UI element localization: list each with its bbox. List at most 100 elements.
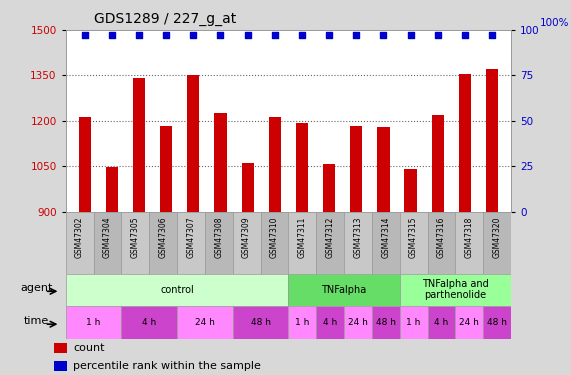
Bar — [288, 306, 316, 339]
Point — [243, 32, 252, 38]
Text: GSM47310: GSM47310 — [270, 217, 279, 258]
FancyBboxPatch shape — [122, 212, 149, 274]
Text: GSM47309: GSM47309 — [242, 217, 251, 258]
Text: 1 h: 1 h — [407, 318, 421, 327]
FancyBboxPatch shape — [66, 212, 94, 274]
Point — [379, 32, 388, 38]
FancyBboxPatch shape — [288, 212, 316, 274]
FancyBboxPatch shape — [428, 212, 456, 274]
FancyBboxPatch shape — [483, 212, 511, 274]
Bar — [372, 306, 400, 339]
Point — [324, 32, 333, 38]
Bar — [233, 306, 288, 339]
Bar — [344, 306, 372, 339]
Text: GSM47316: GSM47316 — [437, 217, 446, 258]
Bar — [323, 164, 335, 212]
FancyBboxPatch shape — [233, 212, 260, 274]
Text: GSM47315: GSM47315 — [409, 217, 418, 258]
Text: GSM47308: GSM47308 — [214, 217, 223, 258]
Bar — [79, 117, 91, 212]
Text: 24 h: 24 h — [348, 318, 368, 327]
Bar — [377, 127, 389, 212]
Text: percentile rank within the sample: percentile rank within the sample — [74, 361, 262, 371]
Text: GSM47314: GSM47314 — [381, 217, 391, 258]
Bar — [428, 306, 456, 339]
Point — [297, 32, 307, 38]
Point — [134, 32, 143, 38]
Bar — [432, 115, 444, 212]
Bar — [54, 343, 67, 353]
Bar — [133, 78, 145, 212]
Bar — [54, 361, 67, 371]
FancyBboxPatch shape — [149, 212, 177, 274]
Text: 48 h: 48 h — [487, 318, 507, 327]
Text: 24 h: 24 h — [459, 318, 479, 327]
Point — [406, 32, 415, 38]
Text: GDS1289 / 227_g_at: GDS1289 / 227_g_at — [94, 12, 236, 26]
Text: GSM47306: GSM47306 — [159, 217, 168, 258]
Text: TNFalpha and
parthenolide: TNFalpha and parthenolide — [422, 279, 489, 300]
Bar — [296, 123, 308, 212]
Text: 1 h: 1 h — [295, 318, 309, 327]
Text: control: control — [160, 285, 194, 295]
Point — [189, 32, 198, 38]
Text: time: time — [23, 316, 49, 326]
FancyBboxPatch shape — [316, 212, 344, 274]
Bar — [404, 168, 417, 212]
Bar — [106, 167, 118, 212]
Point — [488, 32, 497, 38]
Text: 4 h: 4 h — [142, 318, 156, 327]
Text: 4 h: 4 h — [435, 318, 449, 327]
FancyBboxPatch shape — [205, 212, 233, 274]
Text: count: count — [74, 343, 105, 353]
Point — [107, 32, 116, 38]
Text: GSM47320: GSM47320 — [493, 217, 502, 258]
Bar — [400, 274, 511, 306]
Bar — [66, 274, 288, 306]
Bar — [66, 306, 122, 339]
Bar — [214, 113, 227, 212]
Text: 48 h: 48 h — [251, 318, 271, 327]
Point — [433, 32, 443, 38]
Bar — [459, 74, 471, 212]
Text: 24 h: 24 h — [195, 318, 215, 327]
Point — [352, 32, 361, 38]
FancyBboxPatch shape — [177, 212, 205, 274]
Bar — [187, 75, 199, 212]
Point — [460, 32, 469, 38]
Text: GSM47313: GSM47313 — [353, 217, 363, 258]
Bar — [350, 126, 363, 212]
Bar — [122, 306, 177, 339]
Bar — [486, 69, 498, 212]
Bar — [177, 306, 233, 339]
Bar — [456, 306, 483, 339]
FancyBboxPatch shape — [372, 212, 400, 274]
Point — [270, 32, 279, 38]
Bar — [288, 274, 400, 306]
Point — [216, 32, 225, 38]
Bar — [400, 306, 428, 339]
Text: GSM47302: GSM47302 — [75, 217, 84, 258]
Bar — [242, 164, 254, 212]
Text: 48 h: 48 h — [376, 318, 396, 327]
FancyBboxPatch shape — [456, 212, 483, 274]
FancyBboxPatch shape — [260, 212, 288, 274]
Bar — [269, 117, 281, 212]
FancyBboxPatch shape — [400, 212, 428, 274]
Point — [80, 32, 89, 38]
Bar — [160, 126, 172, 212]
Text: GSM47311: GSM47311 — [297, 217, 307, 258]
FancyBboxPatch shape — [94, 212, 122, 274]
Text: 100%: 100% — [540, 18, 569, 28]
Bar — [316, 306, 344, 339]
Text: 4 h: 4 h — [323, 318, 337, 327]
FancyBboxPatch shape — [344, 212, 372, 274]
Text: agent: agent — [20, 283, 53, 293]
Text: 1 h: 1 h — [86, 318, 100, 327]
Bar — [483, 306, 511, 339]
Text: GSM47305: GSM47305 — [131, 217, 140, 258]
Text: GSM47307: GSM47307 — [186, 217, 195, 258]
Text: GSM47318: GSM47318 — [465, 217, 474, 258]
Text: TNFalpha: TNFalpha — [321, 285, 367, 295]
Text: GSM47312: GSM47312 — [325, 217, 335, 258]
